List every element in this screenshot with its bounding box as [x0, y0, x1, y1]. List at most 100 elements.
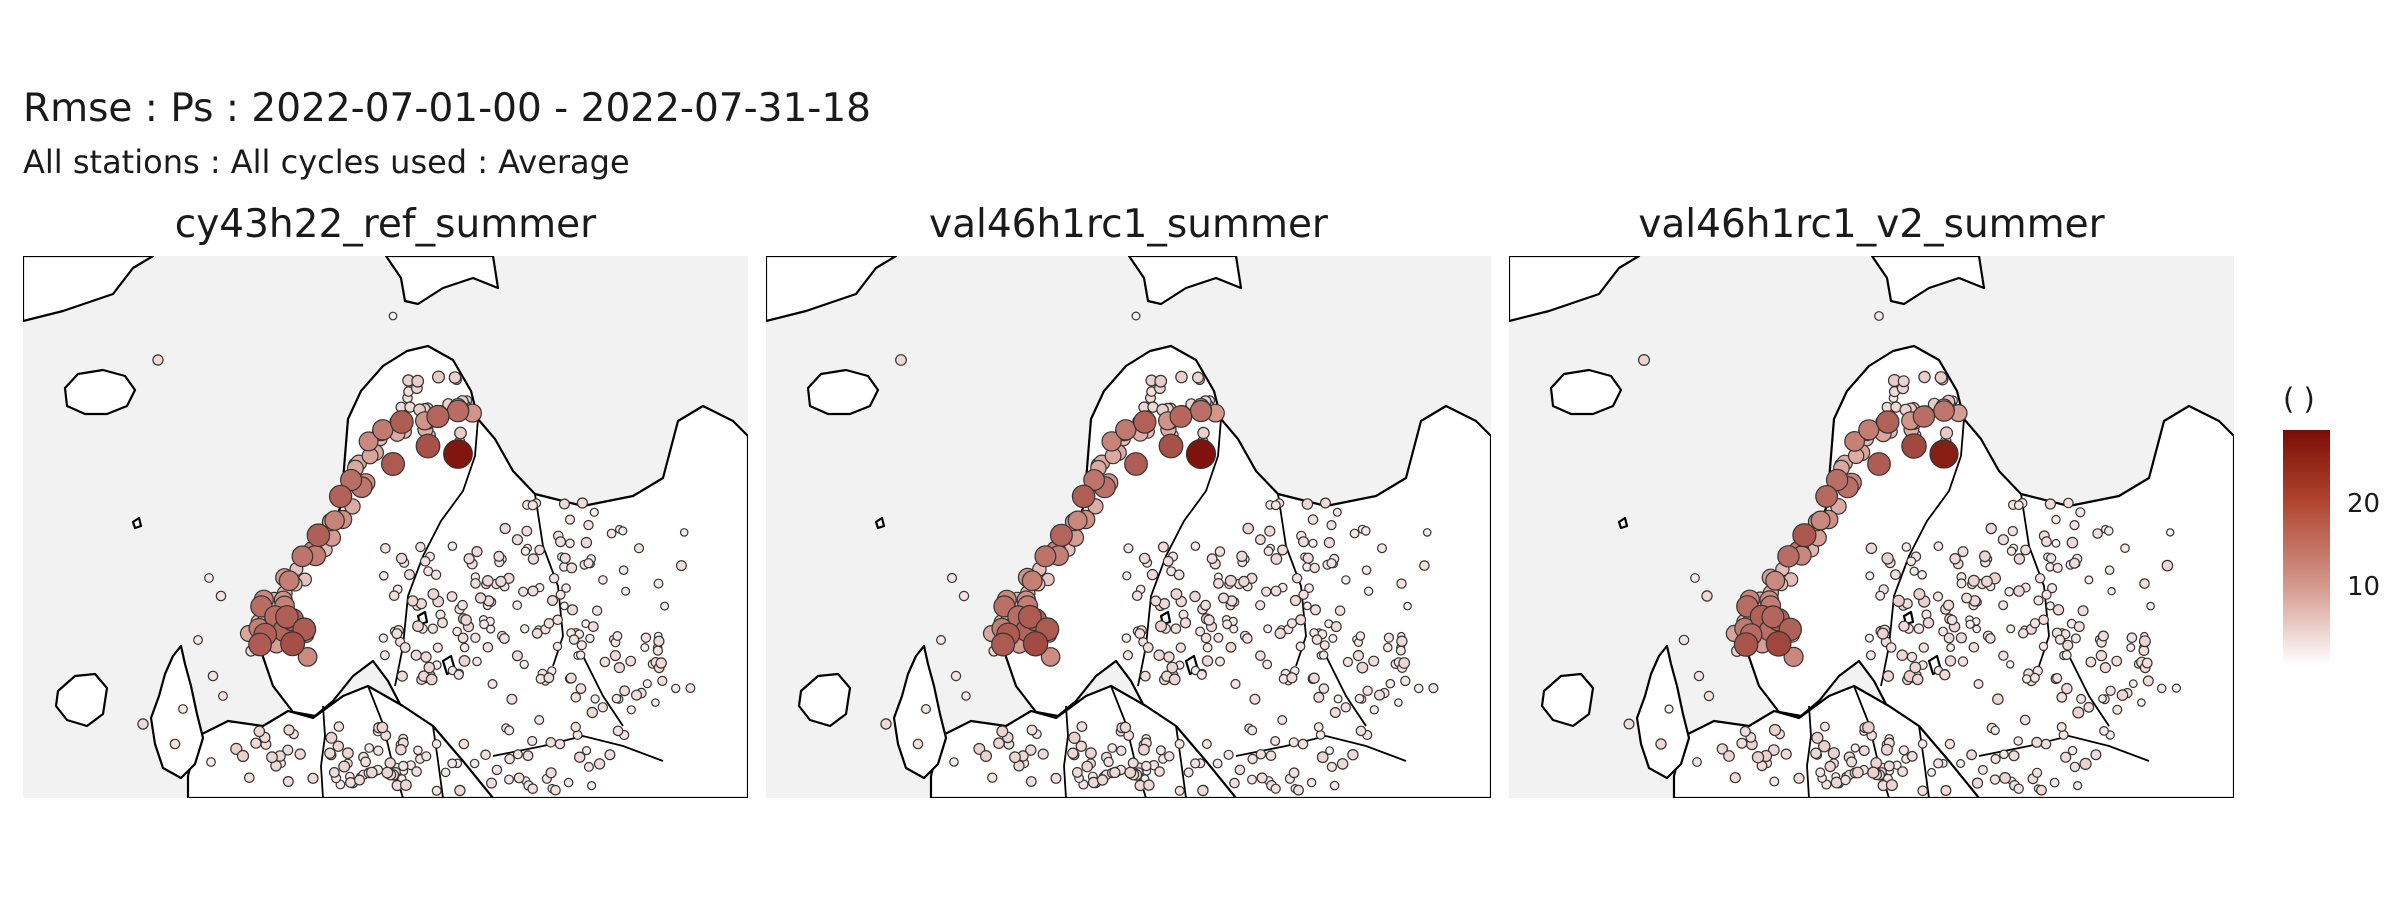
station-point — [1716, 743, 1728, 755]
station-point — [1368, 655, 1380, 667]
station-point — [655, 657, 667, 669]
station-point — [1336, 758, 1349, 770]
station-point — [563, 777, 574, 788]
station-point — [169, 738, 181, 750]
station-point — [1361, 565, 1372, 575]
station-point — [248, 632, 273, 657]
station-point — [1362, 685, 1373, 696]
station-point — [206, 757, 216, 767]
station-point — [564, 514, 576, 525]
station-point — [991, 632, 1016, 657]
station-point — [1844, 430, 1866, 452]
land-outline — [63, 368, 137, 416]
station-point — [2046, 583, 2058, 594]
station-point — [612, 631, 623, 642]
station-point — [480, 749, 491, 761]
station-point — [1874, 311, 1884, 321]
station-point — [1999, 772, 2012, 784]
land-outline — [1870, 256, 1986, 306]
station-point — [1313, 722, 1324, 732]
station-point — [1143, 779, 1155, 791]
station-point — [2019, 714, 2031, 726]
legend-label-10: 10 — [2347, 572, 2381, 602]
station-point — [1309, 562, 1320, 574]
station-point — [2076, 693, 2087, 704]
station-point — [244, 772, 255, 783]
station-point — [2141, 657, 2153, 669]
station-point — [2068, 557, 2080, 569]
station-point — [381, 452, 406, 477]
station-point — [2049, 777, 2060, 788]
station-point — [1242, 522, 1254, 535]
station-point — [2083, 701, 2095, 713]
station-point — [1938, 626, 1949, 637]
station-point — [1897, 375, 1910, 388]
station-point — [207, 670, 219, 682]
station-point — [1933, 758, 1944, 769]
station-point — [2062, 639, 2074, 651]
station-point — [1334, 605, 1346, 616]
station-point — [447, 541, 458, 551]
station-point — [486, 777, 498, 789]
station-point — [1096, 774, 1109, 786]
station-point — [1373, 689, 1385, 701]
station-point — [626, 705, 636, 715]
station-point — [511, 650, 523, 662]
station-point — [2104, 565, 2115, 575]
station-point — [565, 538, 575, 549]
station-point — [360, 756, 372, 768]
station-point — [1224, 574, 1237, 587]
station-point — [1793, 772, 1805, 784]
station-point — [2013, 500, 2024, 511]
station-point — [1127, 757, 1139, 769]
station-point — [2052, 673, 2063, 684]
station-point — [653, 578, 664, 589]
station-point — [630, 689, 642, 701]
station-point — [521, 525, 533, 537]
station-point — [613, 662, 626, 674]
country-border — [1880, 418, 1965, 687]
station-point — [1729, 772, 1741, 784]
station-point — [1319, 497, 1331, 509]
station-point — [495, 575, 507, 588]
station-point — [1896, 649, 1908, 661]
station-point — [1155, 620, 1168, 633]
station-point — [1819, 721, 1830, 732]
station-point — [504, 753, 515, 765]
station-point — [1911, 673, 1924, 686]
station-point — [506, 693, 518, 705]
station-point — [1203, 614, 1215, 626]
station-point — [550, 784, 561, 796]
station-point — [152, 354, 164, 366]
station-point — [1961, 592, 1973, 604]
station-point — [2056, 722, 2067, 733]
station-point — [1918, 642, 1929, 653]
station-point — [1880, 743, 1893, 756]
station-point — [675, 560, 687, 572]
station-point — [407, 595, 419, 607]
station-point — [1354, 693, 1365, 704]
station-point — [1690, 573, 1700, 583]
station-point — [1329, 707, 1341, 719]
station-point — [599, 656, 611, 668]
station-point — [342, 747, 354, 760]
station-point — [1286, 672, 1298, 684]
station-point — [493, 550, 505, 562]
station-point — [1909, 661, 1922, 674]
land-outline — [892, 644, 948, 780]
station-point — [1009, 751, 1021, 764]
station-point — [1777, 545, 1800, 568]
station-point — [1701, 590, 1713, 602]
station-point — [1122, 571, 1132, 581]
station-point — [1247, 774, 1258, 785]
station-point — [1966, 749, 1978, 761]
station-point — [949, 757, 959, 767]
station-point — [1163, 651, 1175, 663]
station-point — [1158, 433, 1184, 459]
station-point — [586, 706, 599, 719]
station-point — [1901, 542, 1912, 552]
station-point — [1678, 634, 1690, 646]
station-point — [1170, 623, 1182, 634]
legend-label-20: 20 — [2347, 489, 2381, 519]
station-point — [2138, 645, 2150, 657]
